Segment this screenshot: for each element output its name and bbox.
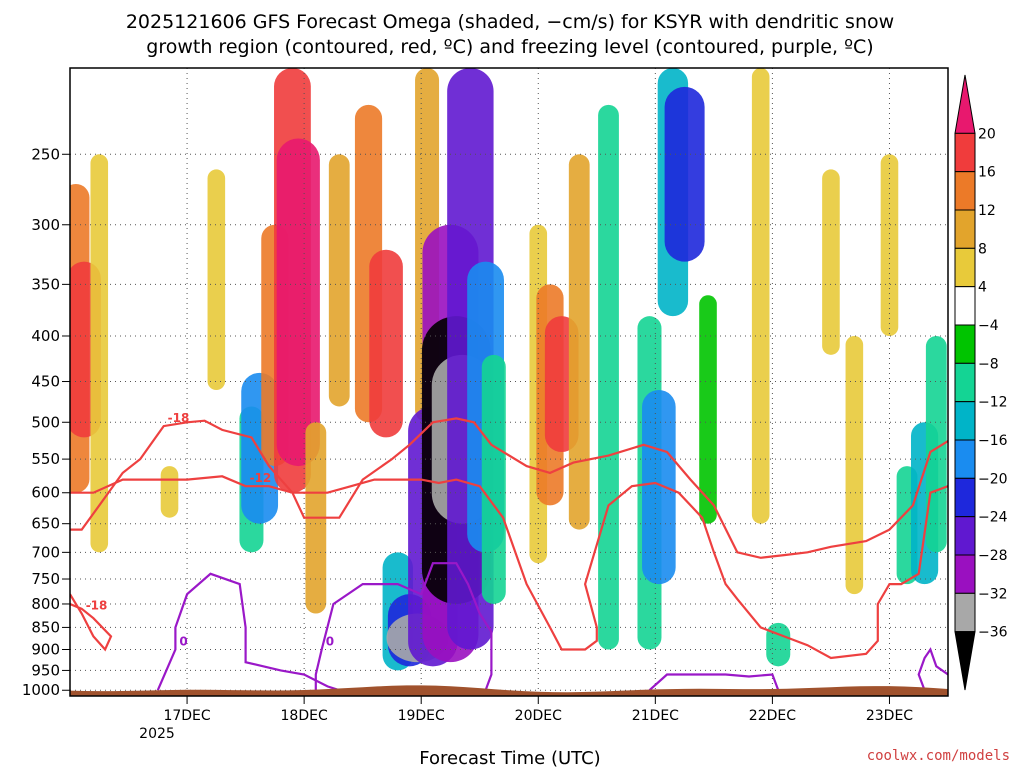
- colorbar-swatch: [954, 516, 976, 556]
- colorbar-swatch: [954, 631, 976, 691]
- y-tick-label: 300: [31, 216, 60, 234]
- y-tick-label: 600: [31, 484, 60, 502]
- y-tick-label: 500: [31, 413, 60, 431]
- y-tick-label: 950: [31, 661, 60, 679]
- colorbar-swatch: [954, 324, 976, 364]
- colorbar-swatch: [954, 247, 976, 288]
- y-tick-label: 350: [31, 275, 60, 293]
- dgz-contour-label: -12: [250, 471, 272, 485]
- y-tick-label: 750: [31, 570, 60, 588]
- terrain-surface: [70, 685, 948, 696]
- y-axis-ticks: 250 300 350 400 450 500 550 600 650 700 750 800 850 9…: [22, 145, 70, 699]
- colorbar-swatch: [954, 286, 976, 326]
- colorbar-label: 16: [978, 165, 996, 181]
- omega-cell: [328, 154, 350, 407]
- freezing-contour-line: [156, 572, 340, 692]
- colorbar-label: −32: [978, 586, 1008, 602]
- dgz-contour-line: [70, 593, 113, 652]
- x-tick-label: 21DEC: [632, 708, 679, 724]
- colorbar-swatch: [954, 554, 976, 594]
- x-tick-label: 17DEC: [163, 708, 210, 724]
- x-axis-year-label: 2025: [139, 726, 175, 742]
- x-axis-label: Forecast Time (UTC): [419, 748, 600, 768]
- colorbar-swatch: [954, 74, 976, 134]
- omega-cell: [642, 390, 676, 585]
- x-tick-label: 18DEC: [281, 708, 328, 724]
- omega-cell: [664, 86, 705, 262]
- colorbar-swatch: [954, 592, 976, 633]
- colorbar-swatch: [954, 401, 976, 441]
- dgz-contour-line: [70, 417, 948, 559]
- freezing-contour-label: 0: [179, 635, 187, 649]
- x-axis-ticks: 17DEC 18DEC 19DEC 20DEC 21DEC 22DEC 23DEC: [163, 696, 913, 724]
- y-tick-label: 400: [31, 327, 60, 345]
- freezing-contour-line: [648, 673, 780, 692]
- y-tick-label: 1000: [22, 681, 60, 699]
- freezing-contour-label: 0: [326, 635, 334, 649]
- omega-cell: [598, 104, 619, 650]
- omega-cell: [207, 169, 226, 391]
- colorbar-label: −4: [978, 318, 999, 334]
- freezing-contour-line: [917, 647, 948, 691]
- colorbar-swatch: [954, 477, 976, 518]
- colorbar-label: −28: [978, 548, 1008, 564]
- colorbar: 20 16 12 8 4 −4 −8 −12 −16 −20 −24 −28 −32 −36: [954, 74, 1008, 691]
- x-tick-label: 20DEC: [515, 708, 562, 724]
- x-tick-label: 19DEC: [398, 708, 445, 724]
- y-tick-label: 800: [31, 595, 60, 613]
- y-tick-label: 650: [31, 515, 60, 533]
- dgz-contours: -18 -12 -18: [70, 411, 948, 660]
- colorbar-swatch: [954, 132, 976, 173]
- freezing-contour-line: [314, 562, 493, 691]
- x-tick-label: 22DEC: [749, 708, 796, 724]
- dgz-contour-label: -18: [168, 411, 190, 425]
- omega-cell: [481, 354, 506, 604]
- colorbar-label: −8: [978, 356, 999, 372]
- colorbar-label: 8: [978, 241, 987, 257]
- colorbar-label: 12: [978, 203, 996, 219]
- omega-cell: [369, 249, 403, 438]
- colorbar-swatch: [954, 439, 976, 479]
- chart-title-line1: 2025121606 GFS Forecast Omega (shaded, −…: [126, 11, 894, 33]
- omega-cell: [568, 154, 590, 530]
- dgz-contour-label: -18: [86, 599, 108, 613]
- omega-cell: [90, 154, 109, 553]
- y-tick-label: 900: [31, 641, 60, 659]
- omega-cell: [845, 335, 864, 595]
- y-tick-label: 700: [31, 543, 60, 561]
- y-tick-label: 450: [31, 373, 60, 391]
- omega-cell: [766, 622, 791, 667]
- chart-title-line2: growth region (contoured, red, ºC) and f…: [146, 36, 873, 58]
- omega-cell: [276, 138, 320, 467]
- omega-cell: [751, 68, 770, 524]
- omega-cell: [160, 466, 179, 518]
- colorbar-label: −12: [978, 395, 1008, 411]
- colorbar-swatch: [954, 171, 976, 211]
- colorbar-swatch: [954, 362, 976, 403]
- colorbar-label: −20: [978, 471, 1008, 487]
- omega-cell: [699, 295, 717, 524]
- colorbar-swatch: [954, 209, 976, 249]
- colorbar-label: −16: [978, 433, 1008, 449]
- y-tick-label: 250: [31, 145, 60, 163]
- dgz-contour-line: [70, 475, 948, 660]
- y-tick-label: 550: [31, 450, 60, 468]
- colorbar-label: 4: [978, 280, 987, 296]
- colorbar-label: −24: [978, 510, 1008, 526]
- y-tick-label: 850: [31, 618, 60, 636]
- credit-text: coolwx.com/models: [867, 748, 1010, 764]
- omega-cell: [880, 154, 899, 336]
- colorbar-label: −36: [978, 625, 1008, 641]
- omega-cell: [925, 335, 947, 553]
- x-tick-label: 23DEC: [866, 708, 913, 724]
- colorbar-label: 20: [978, 126, 996, 142]
- omega-cell: [822, 169, 840, 355]
